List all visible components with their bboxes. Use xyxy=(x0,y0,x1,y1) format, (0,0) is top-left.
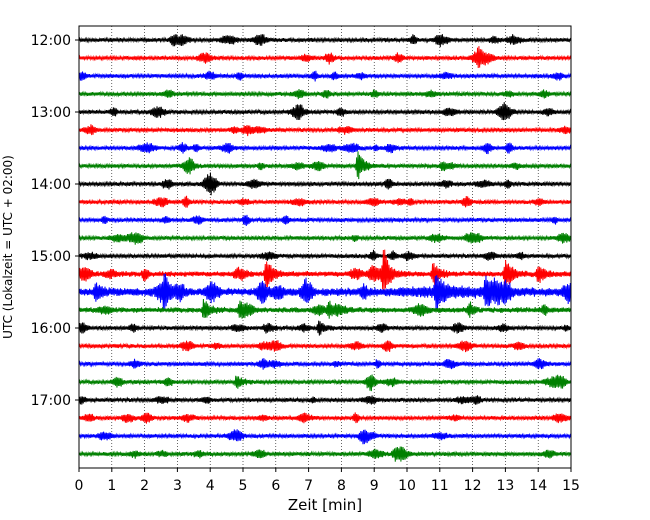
trace-1345 xyxy=(78,151,572,180)
x-tick-label: 1 xyxy=(107,478,116,494)
trace-1515 xyxy=(78,249,572,292)
x-tick-label: 5 xyxy=(239,478,248,494)
x-axis-ticks: 0 1 2 3 4 5 6 7 8 9 10 11 12 13 14 15 xyxy=(75,468,580,494)
x-tick-label: 3 xyxy=(173,478,182,494)
trace-1430 xyxy=(78,214,572,226)
trace-1715 xyxy=(78,412,572,424)
x-tick-label: 12 xyxy=(464,478,482,494)
y-axis-label: UTC (Lokalzeit = UTC + 02:00) xyxy=(1,155,15,339)
x-tick-label: 10 xyxy=(398,478,416,494)
x-tick-label: 7 xyxy=(304,478,313,494)
trace-1445 xyxy=(78,232,572,245)
trace-1615 xyxy=(78,340,572,353)
x-tick-label: 6 xyxy=(271,478,280,494)
trace-1415 xyxy=(78,195,572,208)
trace-1300 xyxy=(78,102,572,121)
trace-1245 xyxy=(78,88,572,100)
x-tick-label: 11 xyxy=(431,478,449,494)
trace-1230 xyxy=(78,70,572,82)
trace-1500 xyxy=(78,249,572,262)
y-tick-label: 14:00 xyxy=(31,177,71,193)
trace-1330 xyxy=(78,142,572,155)
trace-1745 xyxy=(78,446,572,462)
trace-1630 xyxy=(78,358,572,370)
trace-1730 xyxy=(78,429,572,445)
trace-1400 xyxy=(78,172,572,196)
x-tick-label: 8 xyxy=(337,478,346,494)
trace-1200 xyxy=(78,34,572,48)
x-tick-label: 0 xyxy=(75,478,84,494)
trace-1545 xyxy=(78,298,572,319)
y-axis-ticks: 12:00 13:00 14:00 15:00 16:00 17:00 xyxy=(31,33,79,409)
x-tick-label: 2 xyxy=(140,478,149,494)
x-tick-label: 15 xyxy=(562,478,580,494)
trace-1530 xyxy=(78,273,572,312)
trace-1645 xyxy=(78,374,572,392)
y-tick-label: 13:00 xyxy=(31,105,71,121)
y-tick-label: 17:00 xyxy=(31,393,71,409)
seismogram-traces xyxy=(78,34,572,462)
x-axis-label: Zeit [min] xyxy=(288,496,362,514)
y-tick-label: 16:00 xyxy=(31,321,71,337)
x-tick-label: 14 xyxy=(529,478,547,494)
y-tick-label: 12:00 xyxy=(31,33,71,49)
trace-1315 xyxy=(78,124,572,137)
x-tick-label: 13 xyxy=(496,478,514,494)
y-tick-label: 15:00 xyxy=(31,249,71,265)
plot-frame xyxy=(78,25,572,469)
trace-1215 xyxy=(78,46,572,69)
trace-1700 xyxy=(78,395,572,405)
x-tick-label: 9 xyxy=(370,478,379,494)
x-tick-label: 4 xyxy=(206,478,215,494)
trace-1600 xyxy=(78,320,572,336)
